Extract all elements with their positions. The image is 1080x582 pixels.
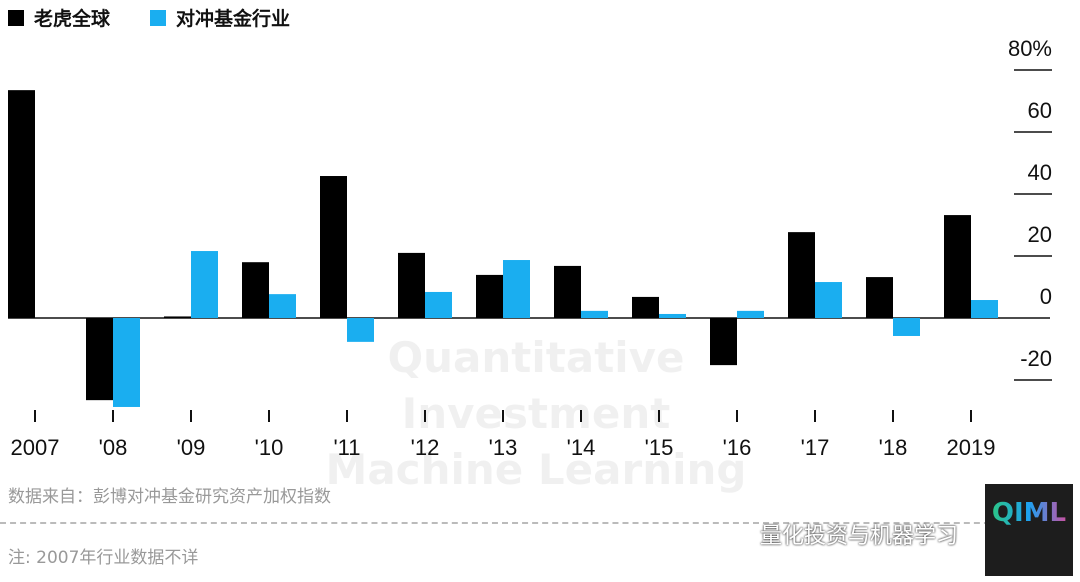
- logo-text: QIML: [985, 498, 1073, 528]
- source-text: 数据来自：彭博对冲基金研究资产加权指数: [8, 487, 331, 507]
- watermark: Quantitative Investment Machine Learning: [276, 330, 796, 498]
- x-tick-label: '16: [723, 435, 752, 460]
- bar-tiger: [242, 262, 269, 318]
- legend-swatch-blue: [150, 9, 167, 26]
- bar-tiger: [554, 265, 581, 318]
- legend-item-hedge: 对冲基金行业: [150, 4, 290, 31]
- bar-tiger: [164, 316, 191, 318]
- plot-area: 80% 60 40 20 0 -20 2007 '08 '09 '10 '11 '12 '13 '14 '1…: [8, 36, 1052, 460]
- bar-hedge: [113, 318, 140, 407]
- y-tick-label: -20: [1020, 346, 1052, 371]
- watermark-line: Machine Learning: [325, 445, 747, 494]
- y-tick-label: 20: [1028, 222, 1052, 247]
- bar-hedge: [815, 282, 842, 318]
- x-tick-label: '15: [645, 435, 674, 460]
- legend-label: 老虎全球: [34, 8, 111, 30]
- y-tick-label: 80%: [1008, 36, 1052, 61]
- bar-tiger: [632, 296, 659, 318]
- bar-hedge: [581, 310, 608, 318]
- legend-item-tiger: 老虎全球: [8, 4, 110, 31]
- bar-tiger: [476, 274, 503, 318]
- x-tick-label: 2007: [11, 435, 60, 460]
- x-tick-label: '17: [801, 435, 830, 460]
- bar-tiger: [398, 252, 425, 318]
- bar-hedge: [425, 291, 452, 318]
- x-tick-label: '08: [99, 435, 128, 460]
- bar-tiger: [866, 277, 893, 318]
- bar-hedge: [269, 294, 296, 318]
- note-text: 注: 2007年行业数据不详: [8, 548, 199, 568]
- bar-tiger: [788, 232, 815, 318]
- x-tick-label: '09: [177, 435, 206, 460]
- legend: 老虎全球 对冲基金行业: [8, 4, 290, 31]
- bar-hedge: [503, 260, 530, 318]
- y-tick-label: 0: [1040, 284, 1052, 309]
- wechat-watermark: 量化投资与机器学习: [760, 524, 959, 549]
- x-tick-label: '18: [879, 435, 908, 460]
- bar-tiger: [710, 318, 737, 366]
- bar-hedge: [893, 318, 920, 336]
- bar-hedge: [191, 251, 218, 318]
- x-tick-label: '13: [489, 435, 518, 460]
- bar-hedge: [971, 300, 998, 318]
- watermark-line: Quantitative Investment: [387, 333, 685, 438]
- legend-label: 对冲基金行业: [176, 8, 291, 30]
- bar-hedge: [737, 310, 764, 318]
- x-tick-label: '10: [255, 435, 284, 460]
- bar-hedge: [659, 313, 686, 318]
- y-tick-label: 60: [1028, 98, 1052, 123]
- x-tick-label: '12: [411, 435, 440, 460]
- x-tick-label: '14: [567, 435, 596, 460]
- bar-hedge: [347, 318, 374, 342]
- bar-tiger: [320, 176, 347, 318]
- qiml-logo: QIML: [985, 484, 1073, 576]
- bar-tiger: [86, 318, 113, 401]
- divider: [0, 522, 1010, 524]
- bar-tiger: [944, 215, 971, 318]
- y-tick-label: 40: [1028, 160, 1052, 185]
- legend-swatch-black: [8, 9, 24, 26]
- x-tick-label: 2019: [947, 435, 996, 460]
- bar-tiger: [8, 90, 35, 319]
- x-tick-label: '11: [333, 435, 360, 460]
